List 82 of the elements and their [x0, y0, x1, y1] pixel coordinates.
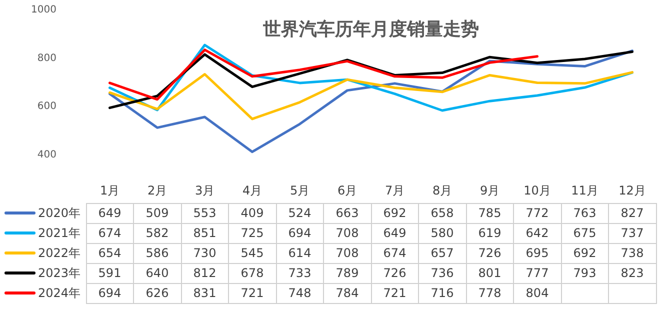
data-label: 726 [383, 266, 406, 280]
data-label: 793 [573, 266, 596, 280]
legend-label: 2023年 [38, 266, 80, 280]
data-label: 545 [240, 246, 264, 260]
data-label: 785 [478, 206, 502, 220]
text: 世界汽车历年月度销量走势 [262, 19, 479, 40]
data-label: 675 [573, 226, 596, 240]
data-label: 642 [526, 226, 549, 240]
data-label: 736 [430, 266, 454, 280]
data-label: 804 [526, 286, 549, 300]
data-label: 823 [620, 266, 644, 280]
data-label: 748 [288, 286, 312, 300]
data-label: 708 [336, 226, 359, 240]
data-label: 674 [98, 226, 122, 240]
y-tick-label: 600 [37, 101, 56, 112]
data-label: 721 [240, 286, 264, 300]
data-label: 738 [620, 246, 644, 260]
x-tick-label: 8月 [432, 184, 452, 198]
legend-label: 2020年 [38, 206, 80, 220]
data-label: 708 [336, 246, 359, 260]
data-label: 614 [288, 246, 312, 260]
data-label: 678 [240, 266, 264, 280]
data-label: 674 [383, 246, 406, 260]
y-tick-label: 800 [37, 52, 56, 64]
x-tick-label: 7月 [384, 184, 405, 198]
y-tick-label: 1000 [31, 4, 56, 16]
data-label: 649 [383, 226, 406, 240]
line-series [108, 48, 538, 101]
data-label: 586 [146, 246, 169, 260]
data-label: 553 [193, 206, 216, 220]
data-label: 580 [430, 226, 454, 240]
data-label: 778 [478, 286, 502, 300]
line-series [108, 71, 634, 120]
data-label: 626 [146, 286, 169, 300]
data-label: 789 [336, 266, 359, 280]
data-label: 725 [240, 226, 264, 240]
data-label: 582 [146, 226, 169, 240]
data-label: 619 [478, 226, 502, 240]
data-label: 692 [383, 206, 406, 220]
data-label: 801 [478, 266, 502, 280]
data-label: 733 [288, 266, 312, 280]
x-tick-label: 10月 [524, 184, 551, 198]
data-label: 694 [98, 286, 122, 300]
x-tick-label: 11月 [571, 184, 598, 198]
x-tick-label: 4月 [242, 184, 262, 198]
data-label: 694 [288, 226, 312, 240]
data-label: 409 [240, 206, 264, 220]
legend-label: 2022年 [38, 246, 80, 260]
data-label: 763 [573, 206, 596, 220]
x-tick-label: 3月 [194, 184, 215, 198]
data-label: 657 [430, 246, 454, 260]
data-label: 716 [430, 286, 454, 300]
data-label: 721 [383, 286, 406, 300]
data-label: 827 [620, 206, 644, 220]
legend-label: 2024年 [38, 286, 80, 300]
data-label: 695 [526, 246, 549, 260]
data-label: 524 [288, 206, 312, 220]
data-label: 784 [336, 286, 359, 300]
data-label: 654 [98, 246, 122, 260]
x-tick-label: 6月 [337, 184, 358, 198]
data-label: 640 [146, 266, 169, 280]
x-tick-label: 12月 [618, 184, 646, 198]
data-label: 649 [98, 206, 122, 220]
data-label: 658 [430, 206, 454, 220]
x-tick-label: 5月 [290, 184, 310, 198]
data-label: 730 [193, 246, 216, 260]
data-label: 831 [193, 286, 216, 300]
data-label: 777 [526, 266, 549, 280]
data-label: 663 [336, 206, 359, 220]
x-tick-label: 2月 [147, 184, 168, 198]
data-label: 509 [146, 206, 169, 220]
legend-label: 2021年 [38, 226, 80, 240]
data-label: 812 [193, 266, 216, 280]
data-label: 772 [526, 206, 549, 220]
data-label: 851 [193, 226, 216, 240]
data-label: 726 [478, 246, 502, 260]
y-tick-label: 400 [37, 150, 56, 160]
data-label: 591 [98, 266, 122, 280]
data-label: 737 [620, 226, 644, 240]
x-tick-label: 1月 [100, 184, 120, 198]
data-label: 692 [573, 246, 596, 260]
x-tick-label: 9月 [480, 184, 500, 198]
